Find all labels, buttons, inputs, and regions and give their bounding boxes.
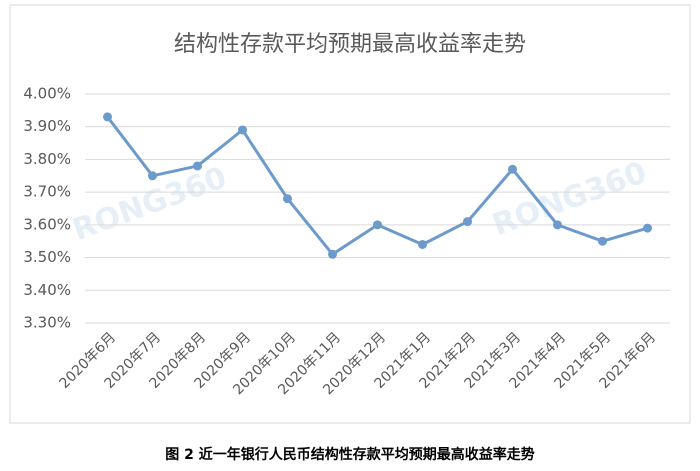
y-tick-label: 3.50% xyxy=(23,248,71,266)
point xyxy=(463,217,472,227)
point xyxy=(508,164,517,174)
point xyxy=(553,220,562,230)
point xyxy=(193,161,202,171)
point xyxy=(103,112,112,122)
y-tick-label: 3.80% xyxy=(23,150,71,168)
point xyxy=(148,171,157,181)
point xyxy=(418,239,427,249)
point xyxy=(238,125,247,135)
point xyxy=(598,236,607,246)
y-tick-label: 3.30% xyxy=(23,314,71,332)
caption: 图 2 近一年银行人民币结构性存款平均预期最高收益率走势 xyxy=(165,446,535,463)
chart-frame xyxy=(9,4,691,424)
y-tick-label: 3.90% xyxy=(23,117,71,135)
y-tick-label: 4.00% xyxy=(23,85,71,103)
point xyxy=(328,249,337,259)
point xyxy=(643,223,652,233)
chart-title: 结构性存款平均预期最高收益率走势 xyxy=(174,32,526,57)
point xyxy=(373,220,382,230)
y-tick-label: 3.60% xyxy=(23,215,71,233)
y-tick-label: 3.40% xyxy=(23,281,71,299)
y-tick-label: 3.70% xyxy=(23,183,71,201)
point xyxy=(283,194,292,204)
